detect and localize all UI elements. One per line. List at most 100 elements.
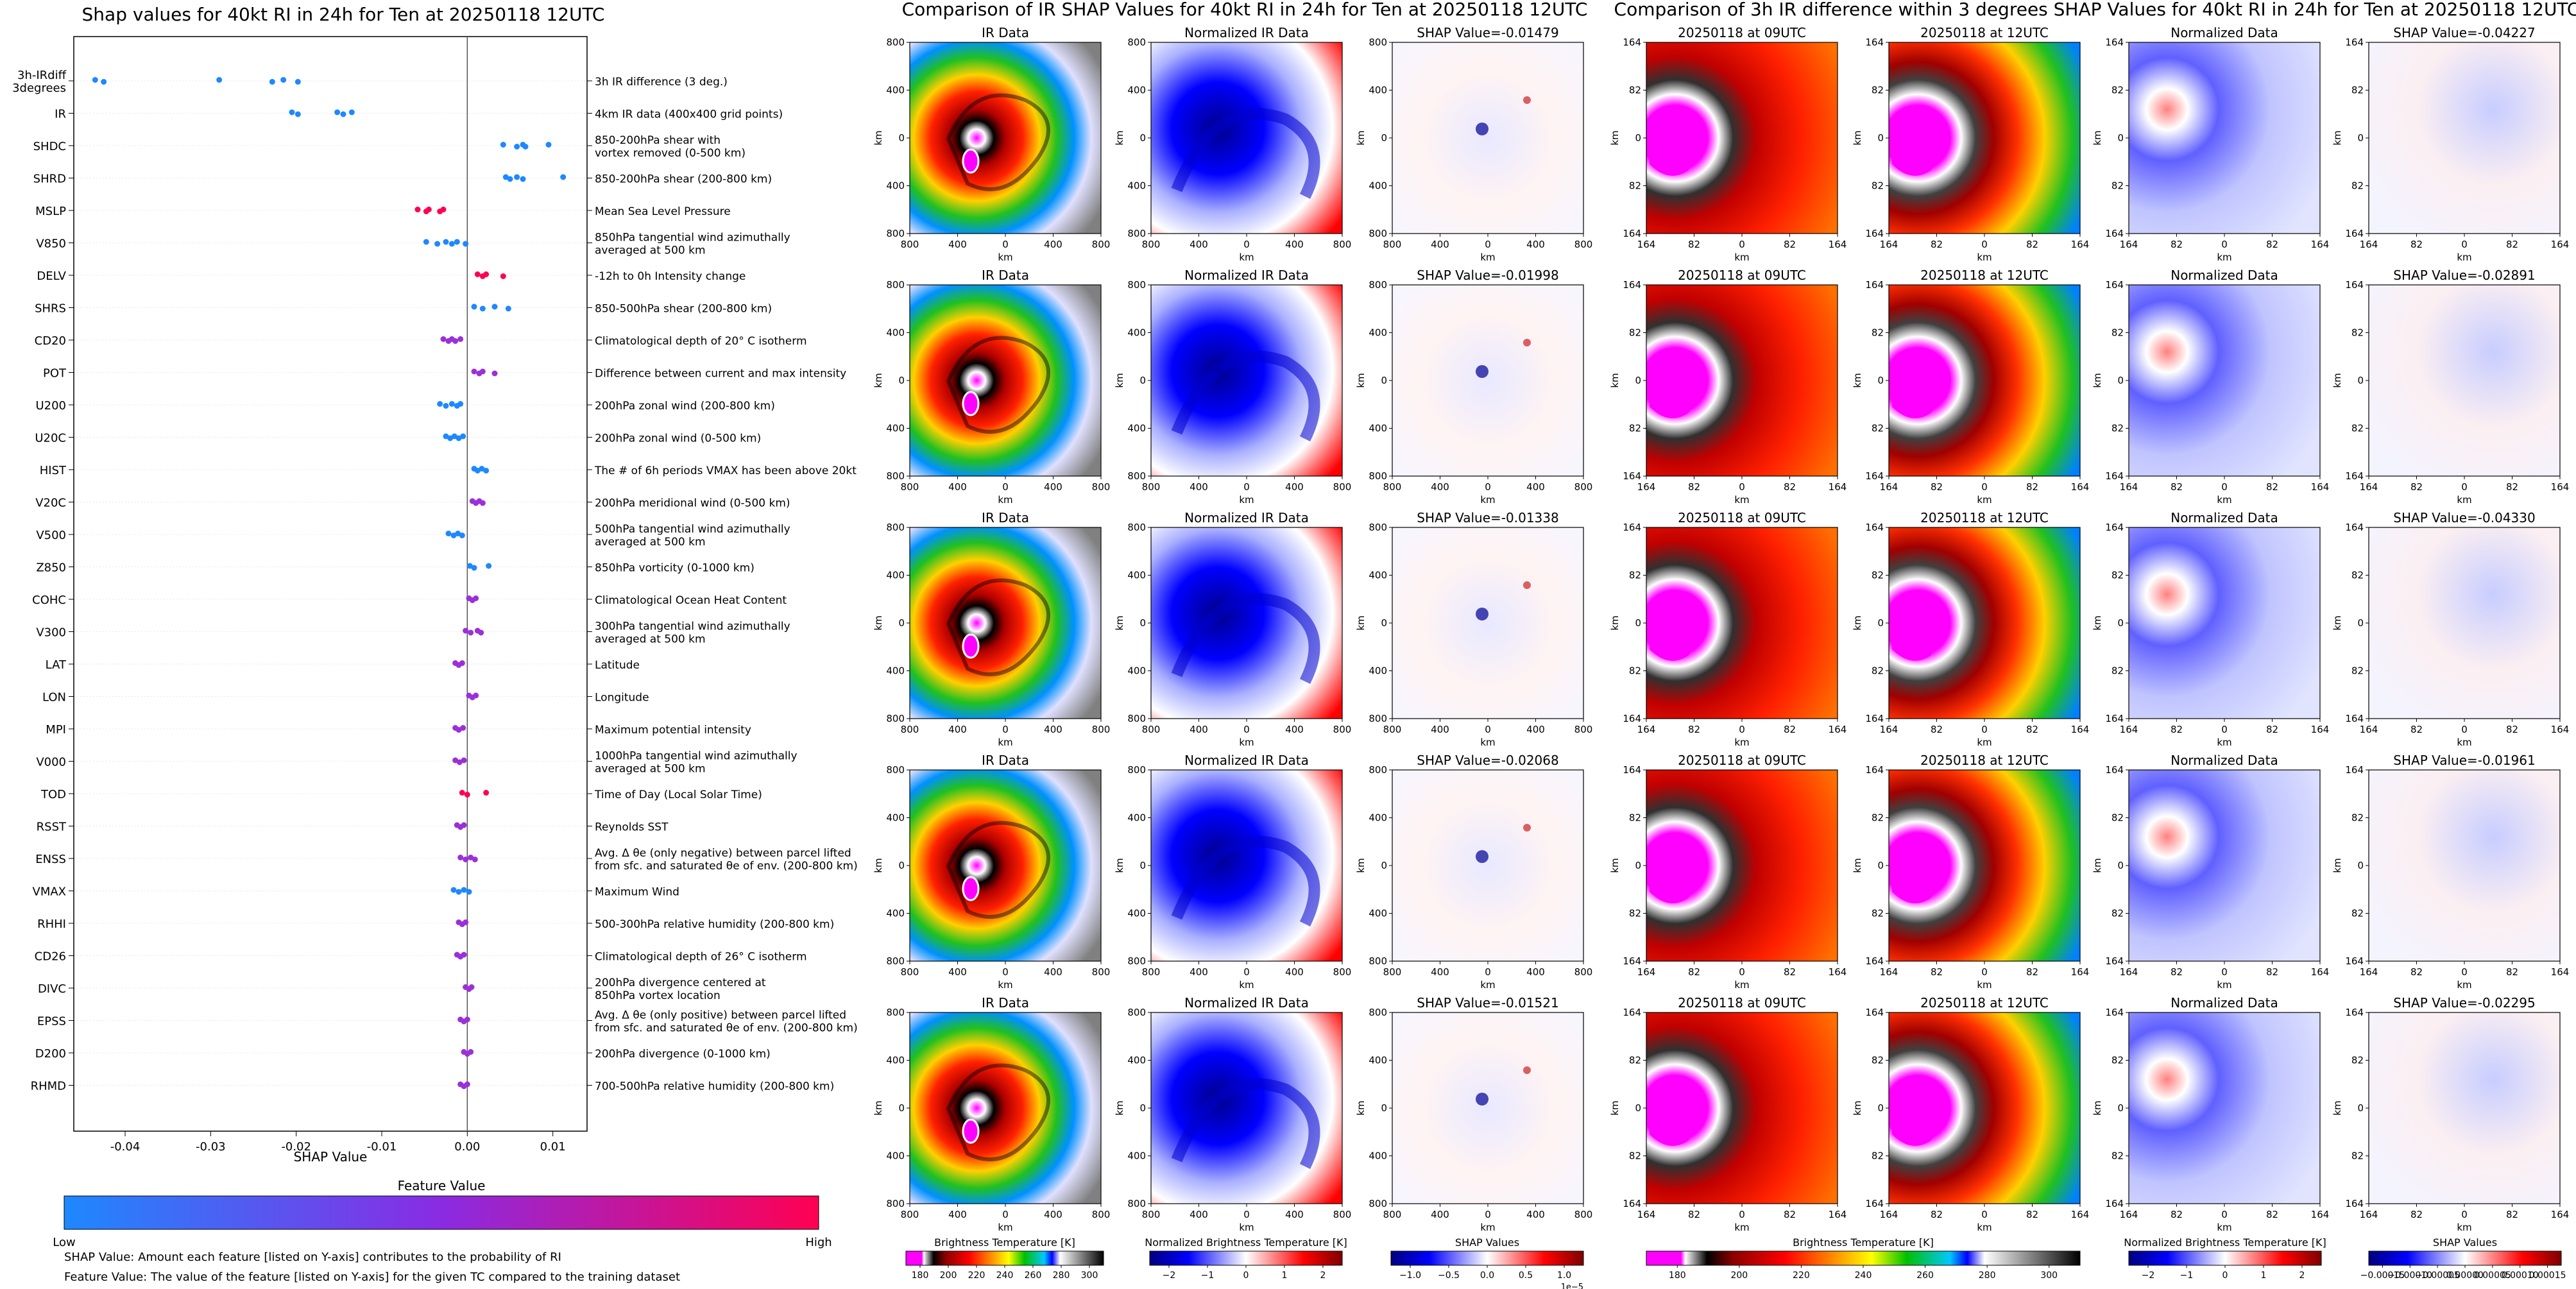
panel-y-tick-label: 800 [1369, 279, 1387, 291]
panel-y-tick-label: 82 [1629, 1150, 1641, 1162]
panel-image [2129, 285, 2320, 476]
panel-image [2369, 770, 2560, 961]
text-line: 850hPa tangential wind azimuthally [595, 232, 790, 244]
image-panel: 20250118 at 09UTC1641648282008282164164k… [1609, 25, 1847, 263]
text-line: 3h-IRdiff [17, 69, 67, 82]
panel-x-tick-label: 0 [1485, 1209, 1491, 1220]
image-panel: Normalized Data1641648282008282164164kmk… [2092, 25, 2329, 263]
shap-point [465, 792, 470, 798]
panel-title: 20250118 at 12UTC [1920, 25, 2049, 40]
panel-x-tick-label: 82 [1931, 1209, 1943, 1220]
panel-x-tick-label: 0 [1981, 1209, 1988, 1220]
panel-x-tick-label: 0 [1981, 966, 1988, 978]
panel-y-tick-label: 800 [886, 279, 905, 291]
panel-x-tick-label: 0 [1739, 481, 1745, 493]
feature-description: Time of Day (Local Solar Time) [594, 789, 762, 801]
text-line: Avg. Δ θe (only positive) between parcel… [595, 1009, 846, 1022]
panel-y-tick-label: 82 [2351, 423, 2364, 434]
summary-title: Shap values for 40kt RI in 24h for Ten a… [82, 4, 605, 25]
panel-title: 20250118 at 12UTC [1920, 995, 2049, 1011]
panel-x-tick-label: 82 [2171, 966, 2183, 978]
panel-y-tick-label: 400 [1369, 812, 1387, 824]
panel-y-tick-label: 800 [886, 764, 905, 776]
colorbar-tick-label: 300 [1081, 1270, 1098, 1281]
feature-description: 3h IR difference (3 deg.) [595, 76, 728, 89]
image-panel: 20250118 at 12UTC1641648282008282164164k… [1852, 753, 2089, 991]
panel-x-tick-label: 82 [2506, 481, 2518, 493]
panel-y-tick-label: 164 [1865, 764, 1884, 776]
shap-feature [1476, 608, 1488, 620]
panel-image [910, 285, 1101, 476]
panel-x-tick-label: 400 [1431, 724, 1449, 735]
shap-point [463, 919, 468, 925]
panel-x-tick-label: 400 [1526, 239, 1545, 250]
panel-y-tick-label: 800 [886, 522, 905, 533]
image-panel: Normalized IR Data8008004004000040040080… [1114, 268, 1351, 506]
panel-y-label: km [1609, 373, 1621, 388]
panel-y-tick-label: 82 [1872, 85, 1884, 96]
colorbar-offset: 1e−5 [1561, 1283, 1583, 1289]
panel-x-tick-label: 400 [1526, 966, 1545, 978]
image-panel: 20250118 at 09UTC1641648282008282164164k… [1609, 268, 1847, 506]
panel-y-tick-label: 800 [1127, 37, 1146, 48]
storm-core [963, 877, 978, 900]
panel-x-tick-label: 82 [2026, 481, 2038, 493]
panel-y-tick-label: 400 [1369, 423, 1387, 434]
panel-x-tick-label: 164 [1829, 724, 1847, 735]
panel-x-tick-label: 400 [1044, 966, 1062, 978]
panel-y-tick-label: 0 [1139, 375, 1146, 386]
shap-point [441, 336, 447, 342]
panel-y-tick-label: 0 [1381, 375, 1387, 386]
panel-y-tick-label: 400 [1369, 180, 1387, 192]
panel-x-tick-label: 82 [2171, 724, 2183, 735]
text-line: SHRS [35, 302, 66, 316]
feature-description: 850-500hPa shear (200-800 km) [595, 303, 772, 316]
feature-code: SHRD [33, 173, 66, 186]
panel-x-tick-label: 800 [1092, 724, 1111, 735]
panel-y-tick-label: 82 [1629, 85, 1641, 96]
panel-x-tick-label: 82 [2266, 724, 2278, 735]
shap-point [475, 271, 481, 277]
panel-image [910, 770, 1101, 961]
panel-x-tick-label: 400 [1431, 1209, 1449, 1220]
panel-y-tick-label: 400 [1369, 327, 1387, 339]
panel-image [2369, 1012, 2560, 1204]
shap-point [468, 1049, 473, 1055]
panel-y-label: km [1852, 858, 1863, 873]
colorbar-tick-label: 280 [1053, 1270, 1070, 1281]
panel-x-label: km [2217, 1222, 2231, 1233]
text-line: -12h to 0h Intensity change [595, 270, 746, 283]
panel-image [910, 1012, 1101, 1204]
shap-point [461, 823, 467, 828]
panel-y-tick-label: 82 [2111, 327, 2124, 339]
text-line: 300hPa tangential wind azimuthally [595, 620, 790, 633]
panel-title: IR Data [982, 753, 1029, 768]
feature-code: COHC [32, 593, 66, 607]
panel-x-label: km [998, 1222, 1012, 1233]
feature-description: 200hPa zonal wind (200-800 km) [595, 400, 775, 413]
feature-description: Reynolds SST [595, 821, 669, 834]
feature-code: U200 [35, 399, 66, 413]
shap-point [506, 306, 511, 312]
panel-y-tick-label: 400 [1127, 570, 1146, 581]
panel-y-tick-label: 82 [2111, 908, 2124, 919]
colorbar-tick-label: 220 [1793, 1270, 1810, 1281]
feature-code: Z850 [36, 561, 66, 575]
panel-x-tick-label: 164 [2360, 724, 2378, 735]
panel-y-tick-label: 82 [1872, 812, 1884, 824]
colorbar-tick-label: 260 [1025, 1270, 1042, 1281]
panel-y-tick-label: 0 [1139, 860, 1146, 871]
feature-code: U20C [35, 432, 66, 445]
panel-y-tick-label: 82 [1629, 665, 1641, 677]
panel-x-tick-label: 82 [1688, 239, 1700, 250]
panel-x-tick-label: 82 [1688, 481, 1700, 493]
text-line: Time of Day (Local Solar Time) [594, 789, 762, 801]
image-panel: SHAP Value=-0.02068800800400400004004008… [1355, 753, 1592, 991]
feature-code: TOD [40, 788, 66, 801]
feature-code: CD20 [35, 334, 66, 348]
panel-y-tick-label: 164 [2345, 1007, 2364, 1018]
panel-x-tick-label: 164 [2311, 239, 2330, 250]
panel-x-tick-label: 0 [1002, 966, 1009, 978]
panel-y-label: km [1852, 615, 1863, 630]
panel-y-label: km [1609, 1100, 1621, 1115]
